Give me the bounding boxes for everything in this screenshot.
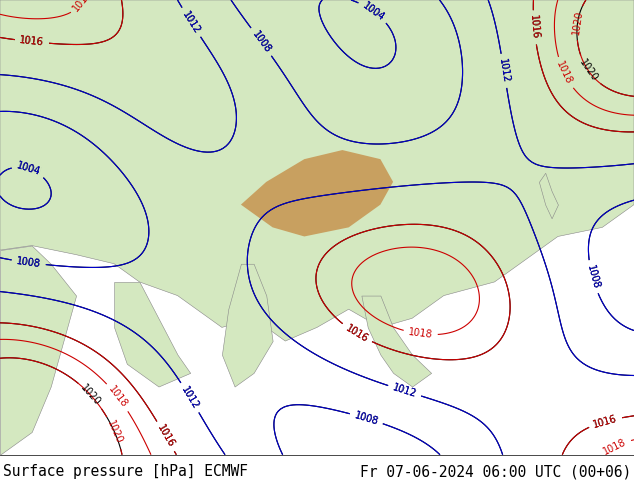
Text: 1018: 1018 [107,385,129,410]
Text: 1016: 1016 [155,423,176,449]
Text: 1018: 1018 [71,0,94,13]
Text: Surface pressure [hPa] ECMWF: Surface pressure [hPa] ECMWF [3,464,248,479]
Text: 1012: 1012 [179,385,200,411]
Text: 1004: 1004 [15,161,42,177]
Text: 1012: 1012 [180,9,202,35]
Text: 1008: 1008 [353,410,380,427]
Text: 1016: 1016 [344,323,370,344]
Text: 1016: 1016 [19,35,44,48]
Text: 1004: 1004 [361,0,386,23]
Text: 1008: 1008 [585,264,600,290]
Text: 1016: 1016 [19,35,44,48]
Text: 1012: 1012 [391,382,418,399]
Text: 1016: 1016 [592,414,619,430]
Text: 1016: 1016 [155,423,176,449]
Text: 1008: 1008 [585,264,600,290]
Text: 1016: 1016 [528,15,540,40]
Text: 1012: 1012 [179,385,200,411]
Text: 1008: 1008 [250,29,273,55]
Text: 1008: 1008 [16,256,41,269]
Text: 1018: 1018 [555,60,574,86]
Text: 1004: 1004 [15,161,42,177]
Text: 1018: 1018 [602,437,628,456]
Text: 1020: 1020 [79,383,103,408]
Text: 1008: 1008 [250,29,273,55]
Text: 1016: 1016 [344,323,370,344]
Text: Fr 07-06-2024 06:00 UTC (00+06): Fr 07-06-2024 06:00 UTC (00+06) [359,464,631,479]
Text: 1016: 1016 [592,414,619,430]
Text: 1020: 1020 [578,58,600,84]
Text: 1018: 1018 [408,327,433,341]
Text: 1012: 1012 [497,58,511,84]
Text: 1008: 1008 [16,256,41,269]
Text: 1016: 1016 [528,15,540,40]
Text: 1020: 1020 [105,419,124,446]
Text: 1012: 1012 [391,382,418,399]
Text: 1004: 1004 [361,0,386,23]
Text: 1020: 1020 [571,10,585,36]
Text: 1008: 1008 [353,410,380,427]
Text: 1012: 1012 [180,9,202,35]
Text: 1012: 1012 [497,58,511,84]
